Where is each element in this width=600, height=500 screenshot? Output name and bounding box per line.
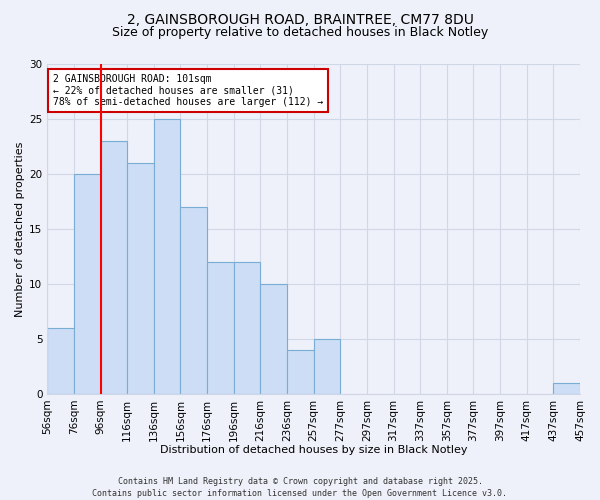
Bar xyxy=(314,339,340,394)
Text: 2 GAINSBOROUGH ROAD: 101sqm
← 22% of detached houses are smaller (31)
78% of sem: 2 GAINSBOROUGH ROAD: 101sqm ← 22% of det… xyxy=(53,74,323,107)
Y-axis label: Number of detached properties: Number of detached properties xyxy=(15,141,25,316)
Bar xyxy=(154,119,181,394)
Bar xyxy=(181,207,207,394)
Text: Size of property relative to detached houses in Black Notley: Size of property relative to detached ho… xyxy=(112,26,488,39)
Bar xyxy=(127,163,154,394)
Bar xyxy=(260,284,287,394)
Bar xyxy=(74,174,101,394)
X-axis label: Distribution of detached houses by size in Black Notley: Distribution of detached houses by size … xyxy=(160,445,467,455)
Bar xyxy=(207,262,234,394)
Bar xyxy=(47,328,74,394)
Bar xyxy=(553,383,580,394)
Bar xyxy=(101,141,127,394)
Bar xyxy=(287,350,314,394)
Bar xyxy=(234,262,260,394)
Text: Contains HM Land Registry data © Crown copyright and database right 2025.
Contai: Contains HM Land Registry data © Crown c… xyxy=(92,476,508,498)
Text: 2, GAINSBOROUGH ROAD, BRAINTREE, CM77 8DU: 2, GAINSBOROUGH ROAD, BRAINTREE, CM77 8D… xyxy=(127,12,473,26)
